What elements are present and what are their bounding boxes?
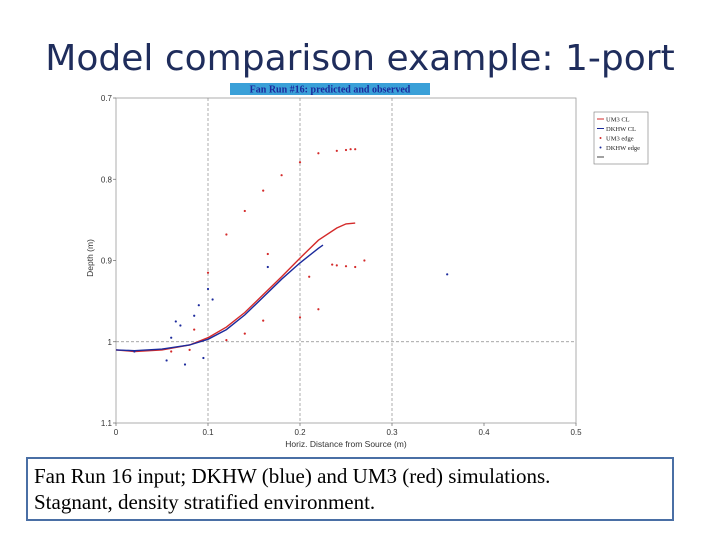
series-3-point-7 — [197, 304, 200, 307]
series-3-point-2 — [183, 363, 187, 366]
x-tick-label-4: 0.4 — [478, 428, 490, 437]
series-3-point-8 — [266, 265, 269, 269]
series-2-point-18 — [225, 339, 228, 342]
y-tick-label-4: 1.1 — [101, 419, 113, 428]
legend-box — [593, 111, 649, 165]
series-3 — [133, 265, 449, 366]
series-3-point-3 — [193, 314, 196, 317]
series-2-point-17 — [188, 348, 191, 351]
caption-box: Fan Run 16 input; DKHW (blue) and UM3 (r… — [26, 457, 674, 521]
legend-label-2: UM3 edge — [606, 136, 634, 143]
series-2-point-9 — [349, 148, 352, 151]
series-2-point-23 — [266, 252, 269, 256]
legend-label-3: DKHW edge — [606, 145, 640, 152]
x-tick-label-5: 0.5 — [570, 428, 582, 437]
y-axis-label: Depth (m) — [85, 239, 95, 277]
series-2-point-19 — [243, 332, 246, 335]
x-tick-label-1: 0.1 — [202, 428, 214, 437]
x-tick-label-0: 0 — [114, 428, 119, 437]
series-2-point-6 — [317, 152, 320, 155]
y-tick-label-0: 0.7 — [101, 94, 113, 103]
series-2-point-24 — [308, 275, 311, 278]
series-2-point-14 — [354, 265, 357, 269]
chart-title-bg — [230, 83, 430, 95]
y-tick-label-3: 1 — [108, 338, 113, 347]
series-3-point-4 — [202, 356, 205, 360]
chart-axes: 0 0.1 0.2 0.3 0.4 0.5 0.7 0.8 0.9 1 1.1 — [101, 94, 582, 437]
series-3-point-10 — [446, 273, 449, 276]
x-tick-label-2: 0.2 — [294, 428, 306, 437]
series-3-point-5 — [211, 298, 214, 301]
chart-legend: UM3 CL DKHW CL UM3 edge DKHW edge — [593, 111, 649, 165]
legend-label-0: UM3 CL — [606, 117, 630, 124]
series-2-point-10 — [354, 148, 357, 151]
legend-label-1: DKHW CL — [606, 126, 636, 133]
series-2-point-20 — [262, 319, 265, 322]
series-2-point-7 — [335, 149, 338, 152]
series-2 — [170, 148, 366, 353]
series-line-1 — [115, 244, 324, 352]
series-2-point-0 — [206, 271, 210, 274]
series-2-point-4 — [280, 174, 283, 177]
series-3-point-12 — [133, 350, 136, 353]
series-layer — [115, 148, 449, 366]
y-tick-label-2: 0.9 — [101, 257, 113, 266]
series-3-point-11 — [179, 324, 182, 327]
series-1 — [115, 244, 324, 352]
x-tick-label-3: 0.3 — [386, 428, 398, 437]
series-2-point-21 — [298, 316, 302, 319]
series-2-point-12 — [335, 264, 338, 267]
series-2-point-1 — [225, 233, 228, 236]
x-axis-label: Horiz. Distance from Source (m) — [285, 439, 407, 449]
series-2-point-25 — [193, 328, 196, 331]
series-2-point-22 — [317, 308, 320, 311]
series-2-point-2 — [243, 209, 246, 213]
series-2-point-5 — [298, 161, 302, 164]
series-2-point-15 — [363, 259, 366, 262]
legend-swatch-2 — [599, 137, 602, 139]
series-2-point-16 — [170, 350, 173, 353]
series-2-point-11 — [331, 263, 334, 266]
series-3-point-1 — [174, 320, 177, 323]
chart-title-group: Fan Run #16: predicted and observed — [230, 83, 430, 96]
series-2-point-8 — [344, 148, 348, 152]
chart-grid — [116, 98, 576, 423]
chart-title: Fan Run #16: predicted and observed — [250, 85, 411, 96]
series-3-point-9 — [206, 287, 210, 291]
chart-frame — [115, 97, 577, 424]
slide-title: Model comparison example: 1-port — [45, 38, 675, 79]
series-3-point-0 — [165, 359, 168, 362]
caption-line-2: Stagnant, density stratified environment… — [34, 490, 376, 514]
caption-line-1: Fan Run 16 input; DKHW (blue) and UM3 (r… — [34, 464, 551, 488]
series-3-point-6 — [170, 336, 173, 339]
series-2-point-3 — [262, 189, 265, 192]
series-2-point-13 — [344, 265, 348, 268]
legend-swatch-3 — [599, 146, 602, 149]
y-tick-label-1: 0.8 — [101, 175, 113, 184]
